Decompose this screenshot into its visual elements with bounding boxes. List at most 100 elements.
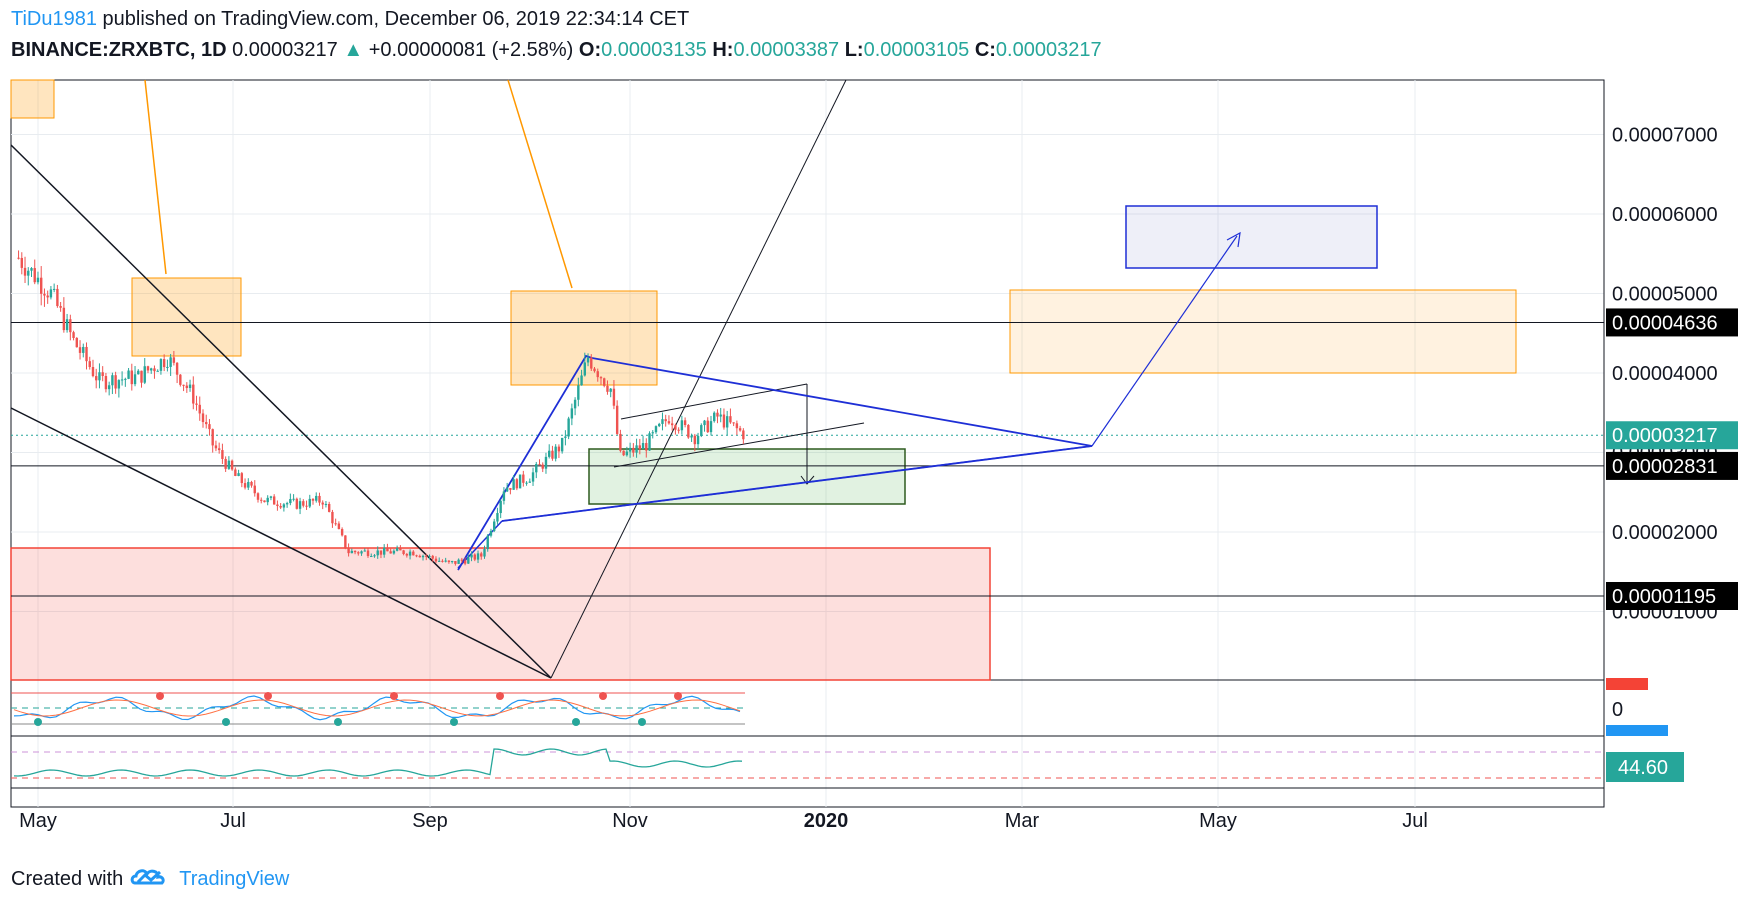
candle-body bbox=[486, 535, 489, 550]
candle-body bbox=[379, 550, 383, 555]
candle-body bbox=[172, 357, 176, 363]
candle-body bbox=[205, 422, 208, 425]
candle-body bbox=[146, 366, 150, 371]
candle-body bbox=[101, 372, 104, 377]
indicator-signal-dot bbox=[390, 692, 398, 700]
time-axis-tick-label: Jul bbox=[1402, 810, 1428, 832]
target-projection-blue bbox=[1091, 235, 1238, 447]
candle-body bbox=[564, 436, 567, 438]
rsi-line bbox=[13, 748, 743, 777]
time-axis-tick-label: Mar bbox=[1005, 810, 1040, 832]
indicator-signal-dot bbox=[638, 718, 646, 726]
candle-body bbox=[434, 558, 438, 562]
candle-body bbox=[473, 554, 476, 560]
candle-body bbox=[505, 488, 509, 492]
candle-body bbox=[428, 555, 431, 557]
price-tag-label: 0.00004636 bbox=[1612, 312, 1718, 334]
candle-body bbox=[315, 495, 318, 501]
candle-body bbox=[120, 379, 124, 381]
candle-body bbox=[23, 267, 27, 276]
candle-body bbox=[645, 443, 648, 451]
candle-body bbox=[661, 419, 664, 424]
candle-body bbox=[69, 319, 72, 333]
candle-body bbox=[599, 377, 603, 379]
candle-body bbox=[670, 423, 674, 426]
candle-body bbox=[337, 523, 341, 530]
candle-body bbox=[732, 422, 735, 424]
target-box-orange bbox=[1009, 289, 1517, 374]
candle-body bbox=[127, 370, 130, 379]
candle-body bbox=[499, 500, 502, 514]
indicator-signal-dot bbox=[450, 718, 458, 726]
candle-body bbox=[137, 370, 140, 375]
candle-body bbox=[43, 293, 46, 296]
candle-body bbox=[107, 385, 111, 390]
candle-body bbox=[247, 481, 250, 488]
indicator-zero-label: 0 bbox=[1612, 699, 1623, 721]
candle-body bbox=[166, 366, 169, 368]
candle-body bbox=[651, 432, 654, 434]
candle-body bbox=[195, 403, 198, 405]
candle-body bbox=[525, 482, 528, 484]
candle-body bbox=[318, 495, 321, 503]
tradingview-logo-icon[interactable] bbox=[129, 863, 173, 895]
candle-body bbox=[450, 561, 454, 563]
candle-body bbox=[548, 450, 551, 457]
open-value: 0.00003135 bbox=[601, 39, 707, 61]
created-with-text: Created with bbox=[11, 867, 124, 890]
candle-body bbox=[412, 551, 415, 556]
candle-body bbox=[635, 445, 638, 453]
candle-body bbox=[357, 552, 360, 554]
candle-body bbox=[392, 550, 396, 554]
candle-body bbox=[622, 450, 625, 456]
candle-body bbox=[302, 501, 305, 506]
symbol-label[interactable]: BINANCE:ZRXBTC, 1D bbox=[11, 39, 227, 61]
candle-body bbox=[124, 378, 127, 380]
trendline-black bbox=[10, 144, 552, 679]
tradingview-brand[interactable]: TradingView bbox=[179, 867, 290, 890]
candle-body bbox=[444, 560, 447, 562]
time-axis-tick-label: May bbox=[19, 810, 57, 832]
candle-body bbox=[441, 560, 444, 562]
candle-body bbox=[162, 359, 166, 368]
candle-body bbox=[496, 513, 499, 522]
candle-body bbox=[460, 559, 464, 561]
candle-body bbox=[308, 498, 311, 507]
publish-text: published on TradingView.com, December 0… bbox=[102, 8, 690, 30]
candle-body bbox=[402, 550, 405, 555]
candle-body bbox=[279, 506, 282, 508]
time-axis-tick-label: Nov bbox=[612, 810, 648, 832]
candle-body bbox=[573, 399, 577, 409]
candle-body bbox=[344, 535, 347, 548]
candle-body bbox=[363, 550, 366, 552]
candle-body bbox=[729, 416, 732, 423]
high-value: 0.00003387 bbox=[733, 39, 840, 61]
candle-body bbox=[198, 404, 201, 414]
indicator-signal-dot bbox=[674, 692, 682, 700]
candle-body bbox=[509, 488, 512, 490]
support-zone-red bbox=[10, 547, 991, 681]
candle-body bbox=[82, 346, 85, 353]
candle-body bbox=[234, 469, 237, 476]
open-label: O: bbox=[578, 39, 602, 61]
candle-body bbox=[250, 481, 253, 486]
candle-body bbox=[350, 550, 354, 554]
candle-body bbox=[531, 472, 535, 482]
candle-body bbox=[240, 473, 244, 484]
last-price: 0.00003217 bbox=[232, 39, 338, 61]
arrow-head-icon bbox=[1226, 231, 1241, 248]
candle-body bbox=[742, 430, 745, 440]
price-tag bbox=[1606, 421, 1738, 450]
candle-body bbox=[272, 496, 276, 505]
author-link[interactable]: TiDu1981 bbox=[11, 8, 97, 30]
candle-body bbox=[709, 421, 713, 433]
candle-body bbox=[447, 560, 451, 563]
trendline-black bbox=[10, 407, 552, 679]
indicator-signal-dot bbox=[222, 718, 230, 726]
candle-body bbox=[515, 479, 519, 489]
candle-body bbox=[386, 547, 389, 552]
candle-body bbox=[405, 554, 409, 556]
candle-body bbox=[324, 503, 328, 505]
price-axis-tick-label: 0.00005000 bbox=[1612, 284, 1718, 306]
